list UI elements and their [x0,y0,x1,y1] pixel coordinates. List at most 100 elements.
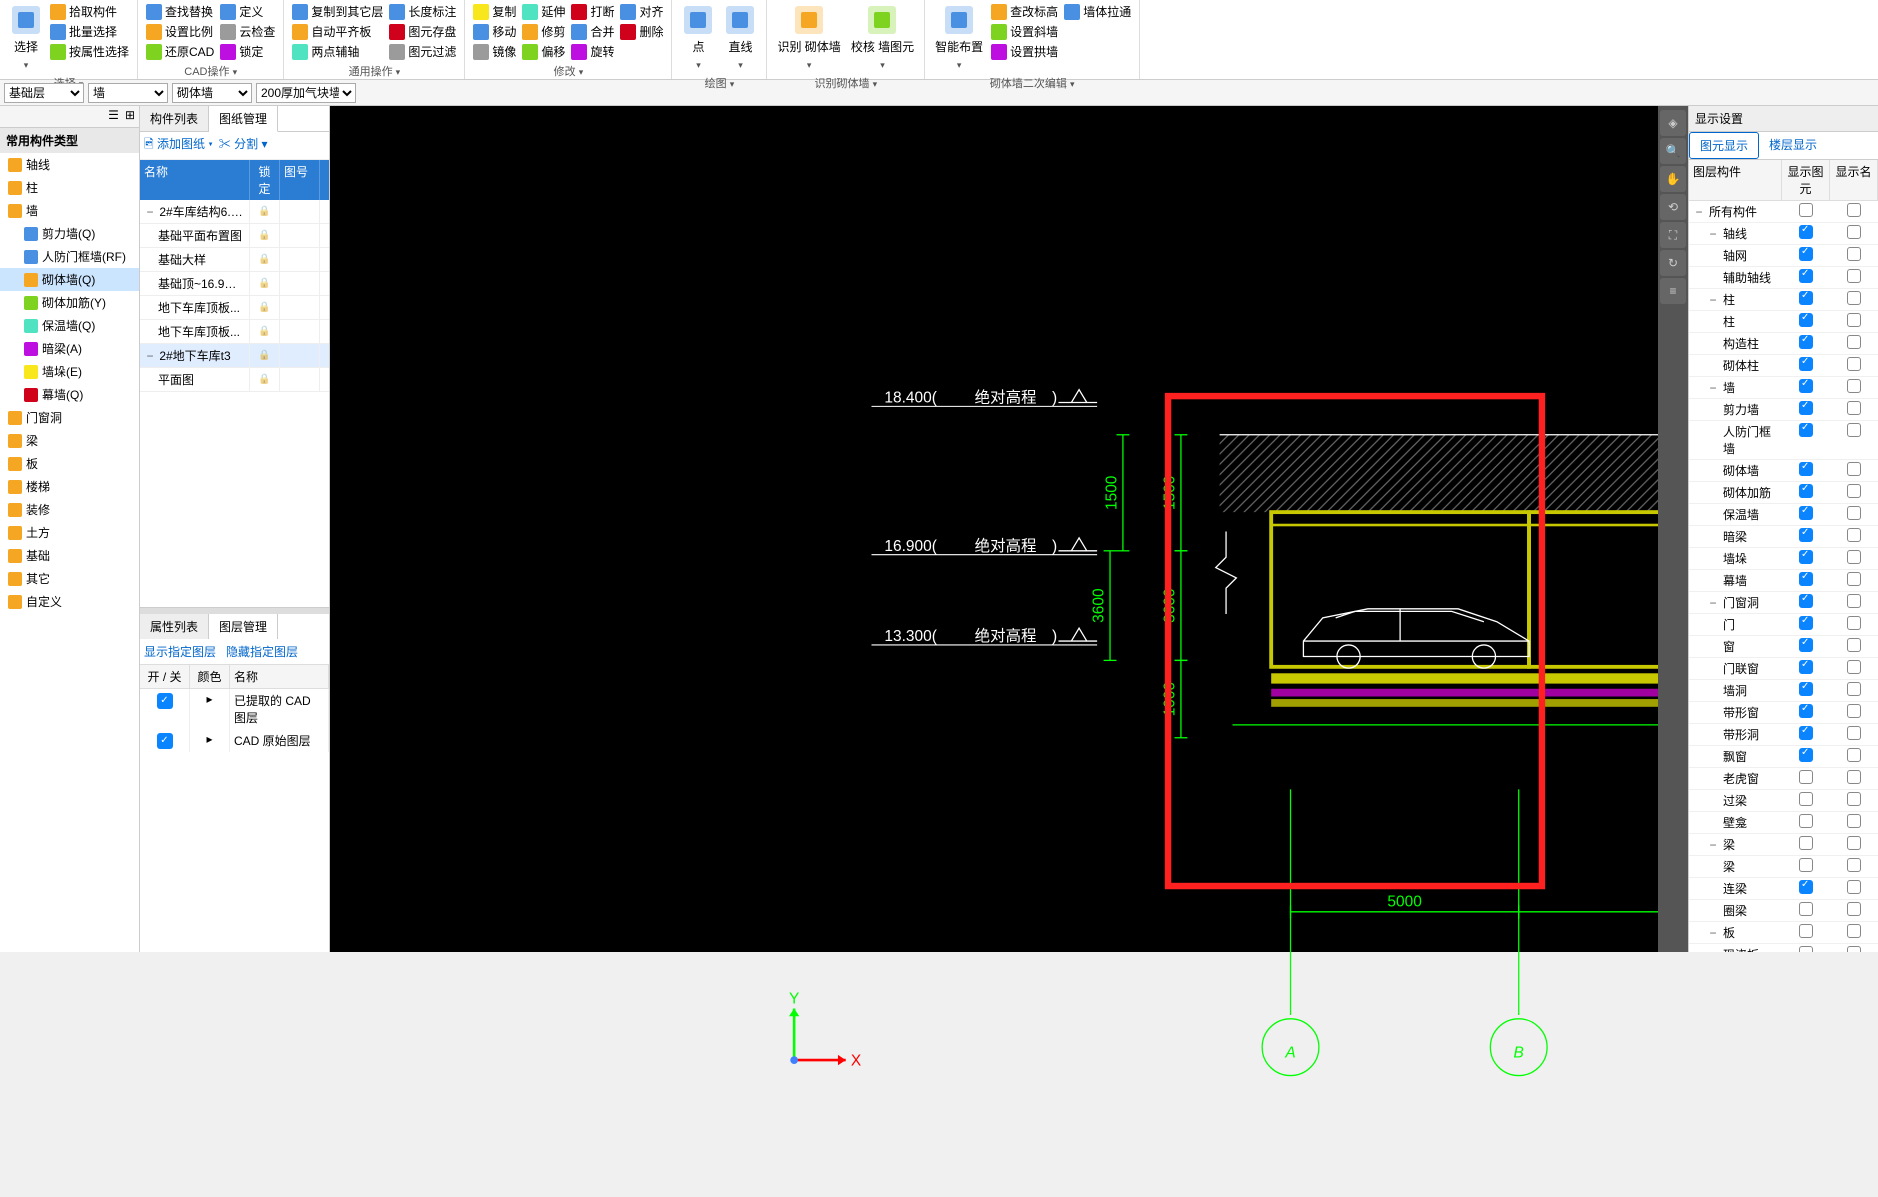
nav-item[interactable]: 砌体加筋(Y) [0,291,139,314]
ribbon-btn[interactable]: 偏移 [520,42,567,61]
ribbon-btn[interactable]: 云检查 [218,22,277,41]
display-row[interactable]: 剪力墙 [1689,399,1878,421]
drawing-row[interactable]: 基础大样 [140,248,329,272]
ribbon-btn[interactable]: 对齐 [618,2,665,21]
display-row[interactable]: 连梁 [1689,878,1878,900]
ribbon-btn[interactable]: 批量选择 [48,22,131,41]
list-view-icon[interactable]: ☰ [108,108,119,125]
display-row[interactable]: 构造柱 [1689,333,1878,355]
display-row[interactable]: −板 [1689,922,1878,944]
ribbon-btn[interactable]: 墙体拉通 [1062,2,1133,21]
view-cube-icon[interactable]: ◈ [1660,110,1686,136]
zoom-icon[interactable]: 🔍 [1660,138,1686,164]
ribbon-btn[interactable]: 还原CAD [144,42,216,61]
display-row[interactable]: 轴网 [1689,245,1878,267]
ribbon-btn[interactable]: 长度标注 [387,2,458,21]
tree-view-icon[interactable]: ⊞ [125,108,135,125]
ribbon-btn[interactable]: 删除 [618,22,665,41]
display-row[interactable]: 过梁 [1689,790,1878,812]
display-row[interactable]: −所有构件 [1689,201,1878,223]
category-select[interactable]: 墙 [88,83,168,103]
split-btn[interactable]: ✂ 分割 ▾ [219,135,268,156]
display-row[interactable]: −轴线 [1689,223,1878,245]
component-select[interactable]: 200厚加气块墙 [256,83,356,103]
display-row[interactable]: −门窗洞 [1689,592,1878,614]
drawing-row[interactable]: 基础平面布置图 [140,224,329,248]
ribbon-btn[interactable]: 设置拱墙 [989,42,1060,61]
ribbon-btn[interactable]: 校核 墙图元 [847,2,918,73]
nav-item[interactable]: 装修 [0,498,139,521]
ribbon-btn[interactable]: 修剪 [520,22,567,41]
display-tab[interactable]: 图元显示 [1689,132,1759,159]
nav-item[interactable]: 人防门框墙(RF) [0,245,139,268]
ribbon-btn[interactable]: 点 [678,2,718,73]
display-row[interactable]: 砌体柱 [1689,355,1878,377]
refresh-icon[interactable]: ↻ [1660,250,1686,276]
show-layer-btn[interactable]: 显示指定图层 [144,643,216,660]
fit-icon[interactable]: ⛶ [1660,222,1686,248]
display-row[interactable]: 砌体加筋 [1689,482,1878,504]
ribbon-btn[interactable]: 复制到其它层 [290,2,385,21]
ribbon-btn[interactable]: 移动 [471,22,518,41]
display-row[interactable]: 辅助轴线 [1689,267,1878,289]
ribbon-btn[interactable]: 图元存盘 [387,22,458,41]
drawing-row[interactable]: 地下车库顶板... [140,296,329,320]
display-row[interactable]: 幕墙 [1689,570,1878,592]
nav-item[interactable]: 基础 [0,544,139,567]
drawing-row[interactable]: 地下车库顶板... [140,320,329,344]
nav-item[interactable]: 板 [0,452,139,475]
ribbon-btn[interactable]: 自动平齐板 [290,22,385,41]
display-row[interactable]: 老虎窗 [1689,768,1878,790]
nav-item[interactable]: 梁 [0,429,139,452]
display-row[interactable]: −墙 [1689,377,1878,399]
nav-item[interactable]: 楼梯 [0,475,139,498]
display-row[interactable]: 门联窗 [1689,658,1878,680]
floor-select[interactable]: 基础层 [4,83,84,103]
nav-item[interactable]: 保温墙(Q) [0,314,139,337]
display-row[interactable]: 墙垛 [1689,548,1878,570]
ribbon-btn[interactable]: 设置比例 [144,22,216,41]
nav-item[interactable]: 幕墙(Q) [0,383,139,406]
nav-item[interactable]: 轴线 [0,153,139,176]
drawing-row[interactable]: − 2#车库结构6.29... [140,200,329,224]
nav-item[interactable]: 自定义 [0,590,139,613]
display-tab[interactable]: 楼层显示 [1759,132,1827,159]
display-row[interactable]: 带形窗 [1689,702,1878,724]
display-row[interactable]: 人防门框墙 [1689,421,1878,460]
orbit-icon[interactable]: ⟲ [1660,194,1686,220]
display-row[interactable]: −柱 [1689,289,1878,311]
ribbon-btn[interactable]: 智能布置 [931,2,987,73]
display-row[interactable]: 圈梁 [1689,900,1878,922]
display-row[interactable]: 窗 [1689,636,1878,658]
display-row[interactable]: −梁 [1689,834,1878,856]
nav-item[interactable]: 土方 [0,521,139,544]
layer-row[interactable]: ✓▸CAD 原始图层 [140,729,329,752]
display-row[interactable]: 梁 [1689,856,1878,878]
display-row[interactable]: 砌体墙 [1689,460,1878,482]
layer-row[interactable]: ✓▸已提取的 CAD 图层 [140,689,329,729]
drawing-row[interactable]: 平面图 [140,368,329,392]
display-row[interactable]: 飘窗 [1689,746,1878,768]
display-row[interactable]: 暗梁 [1689,526,1878,548]
ribbon-btn[interactable]: 两点辅轴 [290,42,385,61]
ribbon-btn[interactable]: 识别 砌体墙 [773,2,844,73]
display-row[interactable]: 壁龛 [1689,812,1878,834]
bottom-tab[interactable]: 图层管理 [209,614,278,639]
hide-layer-btn[interactable]: 隐藏指定图层 [226,643,298,660]
ribbon-btn[interactable]: 延伸 [520,2,567,21]
drawing-row[interactable]: 基础顶~16.9柱... [140,272,329,296]
ribbon-btn[interactable]: 锁定 [218,42,277,61]
add-drawing-btn[interactable]: 🖻 添加图纸 ▾ [144,135,213,156]
nav-item[interactable]: 剪力墙(Q) [0,222,139,245]
display-row[interactable]: 柱 [1689,311,1878,333]
nav-item[interactable]: 暗梁(A) [0,337,139,360]
ribbon-btn[interactable]: 图元过滤 [387,42,458,61]
mid-tab[interactable]: 构件列表 [140,106,209,131]
ribbon-btn[interactable]: 选择 [6,2,46,73]
ribbon-btn[interactable]: 设置斜墙 [989,22,1060,41]
ribbon-btn[interactable]: 定义 [218,2,277,21]
ribbon-btn[interactable]: 合并 [569,22,616,41]
nav-item[interactable]: 墙 [0,199,139,222]
ribbon-btn[interactable]: 复制 [471,2,518,21]
pan-icon[interactable]: ✋ [1660,166,1686,192]
